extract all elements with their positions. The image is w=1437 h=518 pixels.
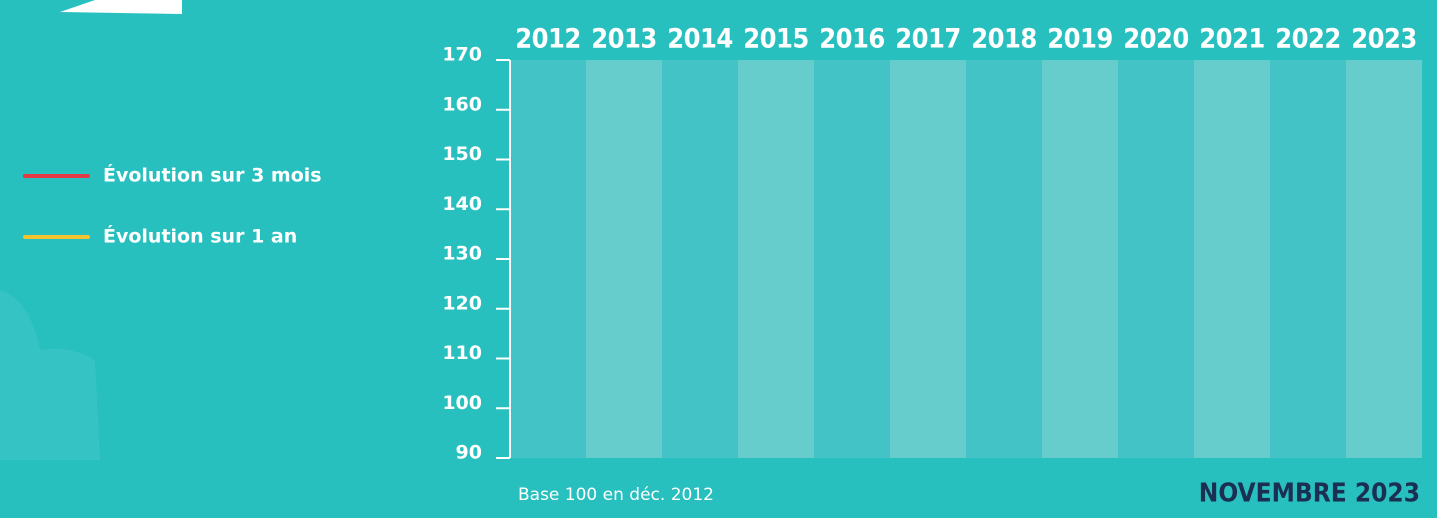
legend-label: Évolution sur 1 an xyxy=(103,225,297,248)
year-band xyxy=(966,60,1042,458)
x-tick-label: 2015 xyxy=(743,24,809,55)
y-tick-label: 140 xyxy=(442,193,482,215)
chart: Base 100 en déc. 2012 NOVEMBRE 2023 2012… xyxy=(0,0,1437,518)
note: Base 100 en déc. 2012 xyxy=(518,485,714,505)
x-tick-label: 2018 xyxy=(971,24,1037,55)
year-band xyxy=(1194,60,1270,458)
legend-label: Évolution sur 3 mois xyxy=(103,164,322,187)
x-tick-label: 2016 xyxy=(819,24,885,55)
x-tick-label: 2013 xyxy=(591,24,657,55)
year-band xyxy=(738,60,814,458)
year-band xyxy=(1346,60,1422,458)
year-band xyxy=(1270,60,1346,458)
y-tick-label: 110 xyxy=(442,342,482,364)
date: NOVEMBRE 2023 xyxy=(1199,479,1420,509)
year-band xyxy=(1118,60,1194,458)
y-tick-label: 100 xyxy=(442,392,482,414)
year-band xyxy=(662,60,738,458)
x-tick-label: 2014 xyxy=(667,24,733,55)
y-tick-label: 120 xyxy=(442,292,482,314)
x-tick-label: 2021 xyxy=(1199,24,1265,55)
year-band xyxy=(814,60,890,458)
y-tick-label: 160 xyxy=(442,93,482,115)
year-band xyxy=(1042,60,1118,458)
x-tick-label: 2017 xyxy=(895,24,961,55)
y-tick-label: 130 xyxy=(442,243,482,265)
y-tick-label: 170 xyxy=(442,44,482,66)
y-tick-label: 90 xyxy=(456,442,482,464)
x-tick-label: 2012 xyxy=(515,24,581,55)
decor-cloud xyxy=(0,290,100,460)
year-band xyxy=(510,60,586,458)
x-tick-label: 2020 xyxy=(1123,24,1189,55)
x-tick-label: 2019 xyxy=(1047,24,1113,55)
year-band xyxy=(890,60,966,458)
x-tick-label: 2022 xyxy=(1275,24,1341,55)
decor-shape xyxy=(60,0,182,14)
x-tick-label: 2023 xyxy=(1351,24,1417,55)
year-band xyxy=(586,60,662,458)
y-tick-label: 150 xyxy=(442,143,482,165)
